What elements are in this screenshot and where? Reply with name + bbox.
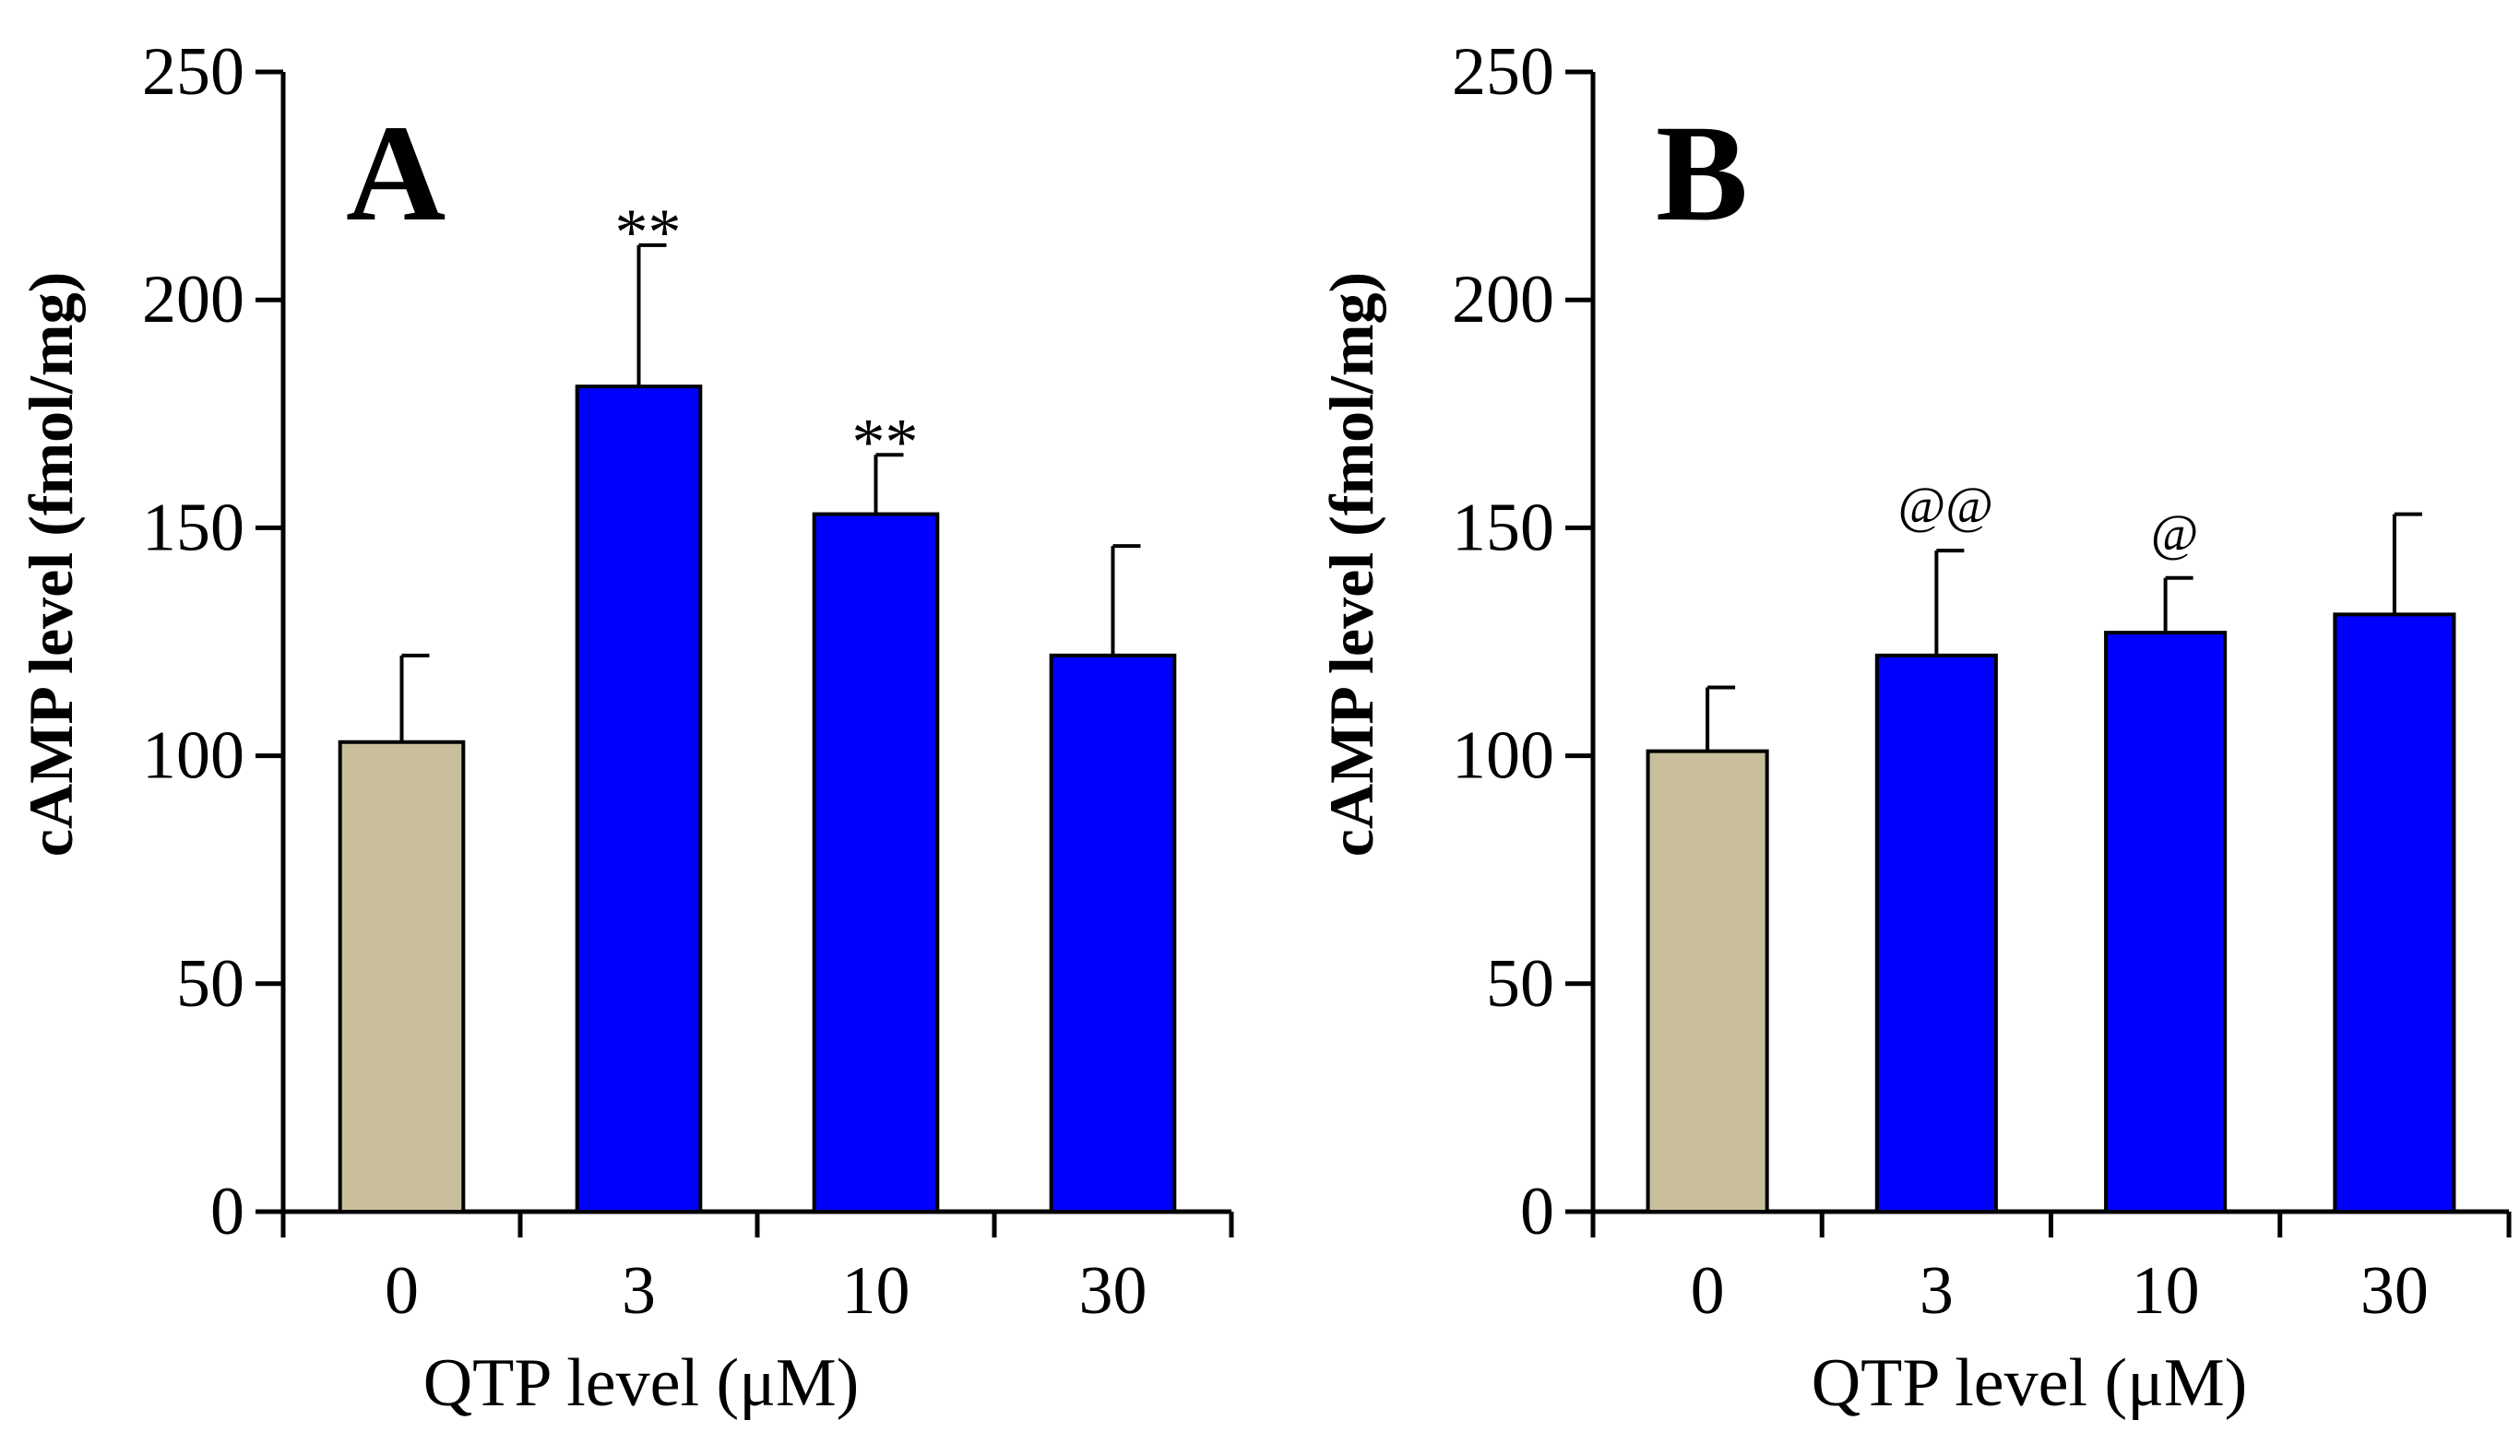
x-tick-label: 0 — [1691, 1253, 1725, 1329]
y-tick-label: 100 — [1452, 718, 1554, 794]
bar — [1646, 749, 1769, 1213]
y-axis-title: cAMP level (fmol/mg) — [16, 272, 86, 857]
bar — [812, 512, 940, 1213]
y-tick-label: 200 — [142, 262, 244, 337]
x-axis-title: QTP level (μM) — [1812, 1345, 2248, 1421]
bar — [2333, 612, 2456, 1213]
bar — [1049, 653, 1177, 1213]
y-tick-label: 250 — [142, 34, 244, 110]
y-tick-label: 200 — [1452, 262, 1554, 337]
y-tick-label: 0 — [1520, 1174, 1554, 1249]
y-tick-label: 50 — [1486, 946, 1554, 1022]
x-tick-label: 30 — [2360, 1253, 2429, 1329]
y-tick-label: 250 — [1452, 34, 1554, 110]
y-tick-label: 0 — [210, 1174, 244, 1249]
x-tick-label: 3 — [622, 1253, 656, 1329]
bar — [1874, 653, 1998, 1213]
x-tick-label: 30 — [1079, 1253, 1147, 1329]
bar — [338, 740, 466, 1213]
x-tick-label: 10 — [2132, 1253, 2200, 1329]
x-axis-title: QTP level (μM) — [423, 1345, 860, 1421]
panel-letter: B — [1656, 97, 1748, 250]
x-tick-label: 0 — [385, 1253, 419, 1329]
x-tick-label: 3 — [1920, 1253, 1954, 1329]
significance-marker: @@ — [1898, 478, 1993, 535]
x-tick-label: 10 — [842, 1253, 910, 1329]
panel-letter: A — [346, 97, 446, 250]
bar — [575, 385, 703, 1213]
bar — [2104, 631, 2228, 1213]
y-tick-label: 150 — [142, 490, 244, 565]
y-tick-label: 150 — [1452, 490, 1554, 565]
y-tick-label: 100 — [142, 718, 244, 794]
significance-marker: ** — [852, 405, 919, 479]
y-axis-title: cAMP level (fmol/mg) — [1316, 272, 1386, 857]
significance-marker: @ — [2151, 505, 2199, 562]
y-tick-label: 50 — [176, 946, 244, 1022]
significance-marker: ** — [615, 195, 682, 269]
